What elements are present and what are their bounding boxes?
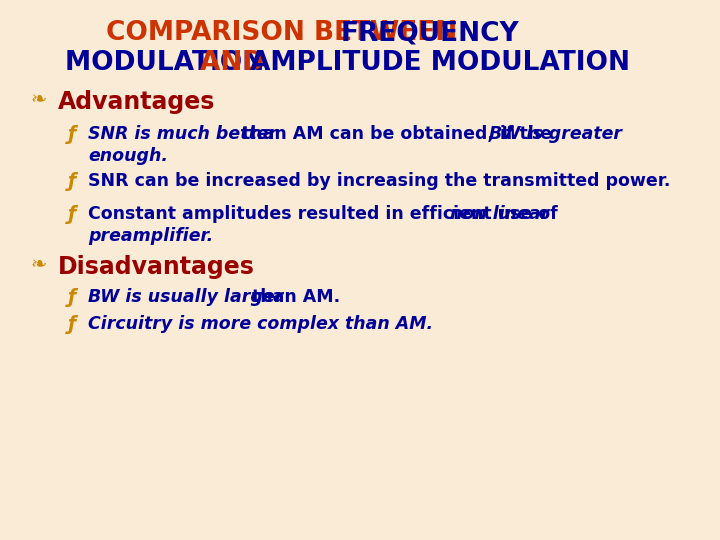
Text: ƒ: ƒ (68, 315, 76, 334)
Text: Disadvantages: Disadvantages (58, 255, 255, 279)
Text: BW is greater: BW is greater (489, 125, 622, 143)
Text: AMPLITUDE MODULATION: AMPLITUDE MODULATION (250, 50, 630, 76)
Text: Circuitry is more complex than AM.: Circuitry is more complex than AM. (88, 315, 433, 333)
Text: FREQUENCY: FREQUENCY (341, 20, 520, 46)
Text: ƒ: ƒ (68, 125, 76, 144)
Text: SNR can be increased by increasing the transmitted power.: SNR can be increased by increasing the t… (88, 172, 670, 190)
Text: Advantages: Advantages (58, 90, 215, 114)
Text: than AM can be obtained, if the: than AM can be obtained, if the (236, 125, 558, 143)
Text: BW is usually larger: BW is usually larger (88, 288, 283, 306)
Text: preamplifier.: preamplifier. (88, 227, 213, 245)
Text: SNR is much better: SNR is much better (88, 125, 277, 143)
Text: ƒ: ƒ (68, 205, 76, 224)
Text: ❧: ❧ (30, 90, 46, 109)
Text: ƒ: ƒ (68, 288, 76, 307)
Text: AND: AND (200, 50, 274, 76)
Text: Constant amplitudes resulted in efficient use of: Constant amplitudes resulted in efficien… (88, 205, 564, 223)
Text: than AM.: than AM. (246, 288, 340, 306)
Text: MODULATION: MODULATION (65, 50, 274, 76)
Text: enough.: enough. (88, 147, 168, 165)
Text: ❧: ❧ (30, 255, 46, 274)
Text: COMPARISON BETWEEN: COMPARISON BETWEEN (106, 20, 467, 46)
Text: non linear: non linear (450, 205, 549, 223)
Text: ƒ: ƒ (68, 172, 76, 191)
